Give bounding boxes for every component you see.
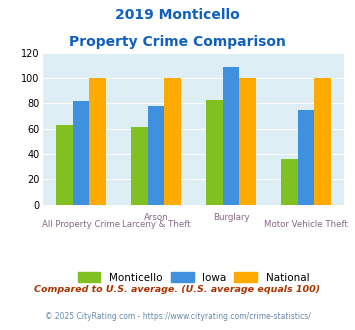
Bar [206, 100, 223, 205]
Bar [131, 127, 148, 205]
Bar [239, 78, 256, 205]
Text: 2019 Monticello: 2019 Monticello [115, 8, 240, 22]
Text: Arson: Arson [144, 213, 168, 222]
Bar [56, 125, 73, 205]
Text: © 2025 CityRating.com - https://www.cityrating.com/crime-statistics/: © 2025 CityRating.com - https://www.city… [45, 312, 310, 321]
Bar [89, 78, 106, 205]
Text: Property Crime Comparison: Property Crime Comparison [69, 35, 286, 49]
Text: Motor Vehicle Theft: Motor Vehicle Theft [264, 220, 348, 229]
Legend: Monticello, Iowa, National: Monticello, Iowa, National [73, 268, 313, 287]
Text: Larceny & Theft: Larceny & Theft [122, 220, 190, 229]
Bar [297, 110, 314, 205]
Text: Burglary: Burglary [213, 213, 249, 222]
Bar [164, 78, 181, 205]
Bar [223, 67, 239, 205]
Bar [314, 78, 331, 205]
Text: Compared to U.S. average. (U.S. average equals 100): Compared to U.S. average. (U.S. average … [34, 285, 321, 294]
Bar [281, 159, 297, 205]
Bar [73, 101, 89, 205]
Bar [148, 106, 164, 205]
Text: All Property Crime: All Property Crime [42, 220, 120, 229]
